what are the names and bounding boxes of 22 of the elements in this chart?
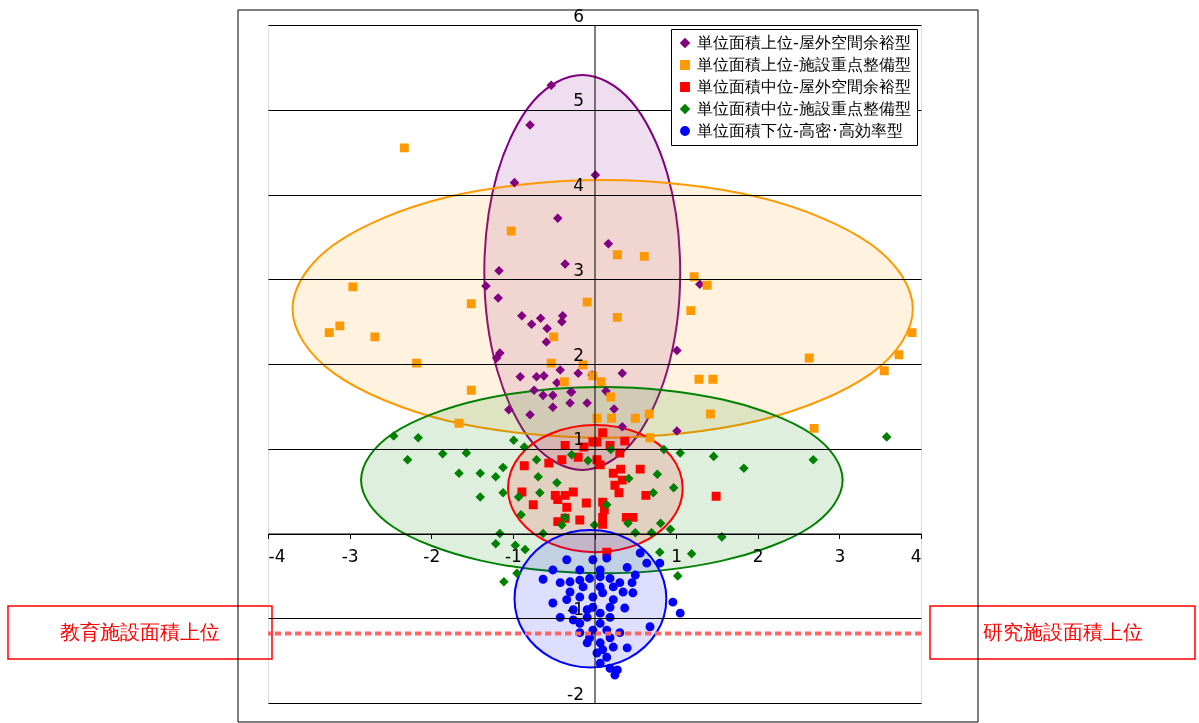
legend-label: 単位面積上位-施設重点整備型	[697, 55, 911, 74]
legend-label: 単位面積中位-施設重点整備型	[697, 99, 911, 118]
x-tick-label: -3	[341, 546, 359, 566]
y-tick-label: 5	[573, 90, 584, 111]
x-tick-label: 1	[671, 546, 683, 566]
legend-label: 単位面積上位-屋外空間余裕型	[697, 33, 911, 52]
x-tick-label: -4	[268, 546, 286, 566]
x-tick-label: -2	[423, 546, 441, 566]
y-tick-label: 4	[573, 175, 584, 195]
x-tick-label: 4	[910, 546, 922, 566]
x-tick-label: -1	[504, 546, 522, 566]
y-tick-label: 6	[573, 5, 584, 26]
y-tick-label: 3	[573, 259, 584, 280]
legend-label: 単位面積下位-高密･高効率型	[697, 121, 903, 140]
y-tick-label: 2	[573, 344, 584, 365]
y-tick-label: -1	[567, 598, 584, 619]
y-tick-label: -2	[567, 683, 584, 704]
text: 教育施設面積上位	[60, 619, 220, 644]
text: 研究施設面積上位	[982, 619, 1143, 644]
legend-label: 単位面積中位-屋外空間余裕型	[697, 77, 911, 96]
x-tick-label: 2	[752, 546, 764, 566]
x-tick-label: 3	[834, 546, 846, 566]
